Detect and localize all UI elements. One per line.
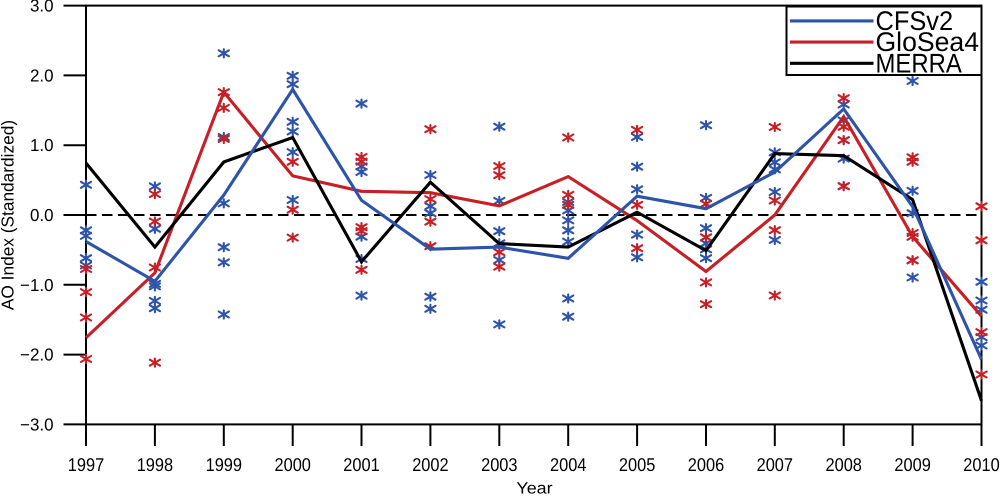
svg-text:−2.0: −2.0 (20, 345, 53, 365)
svg-text:2010: 2010 (963, 454, 999, 475)
svg-text:−3.0: −3.0 (20, 414, 53, 434)
svg-text:2003: 2003 (481, 454, 517, 475)
svg-text:2.0: 2.0 (30, 65, 54, 85)
svg-text:CFSv2: CFSv2 (876, 6, 954, 36)
svg-text:Year: Year (516, 480, 553, 496)
svg-text:2000: 2000 (274, 454, 310, 475)
svg-text:GloSea4: GloSea4 (876, 27, 980, 57)
svg-text:1998: 1998 (137, 454, 173, 475)
svg-text:2007: 2007 (757, 454, 793, 475)
svg-text:2001: 2001 (343, 454, 379, 475)
svg-text:2002: 2002 (412, 454, 448, 475)
svg-text:1997: 1997 (68, 454, 104, 475)
svg-text:2009: 2009 (894, 454, 930, 475)
svg-text:2004: 2004 (550, 454, 586, 475)
svg-text:−1.0: −1.0 (20, 275, 53, 295)
svg-text:1.0: 1.0 (30, 135, 54, 155)
svg-text:0.0: 0.0 (30, 205, 54, 225)
svg-text:MERRA: MERRA (876, 48, 962, 78)
svg-text:1999: 1999 (206, 454, 242, 475)
svg-text:AO Index (Standardized): AO Index (Standardized) (0, 120, 18, 310)
svg-text:2005: 2005 (619, 454, 655, 475)
svg-text:2008: 2008 (825, 454, 861, 475)
svg-text:3.0: 3.0 (30, 0, 54, 16)
svg-text:2006: 2006 (688, 454, 724, 475)
